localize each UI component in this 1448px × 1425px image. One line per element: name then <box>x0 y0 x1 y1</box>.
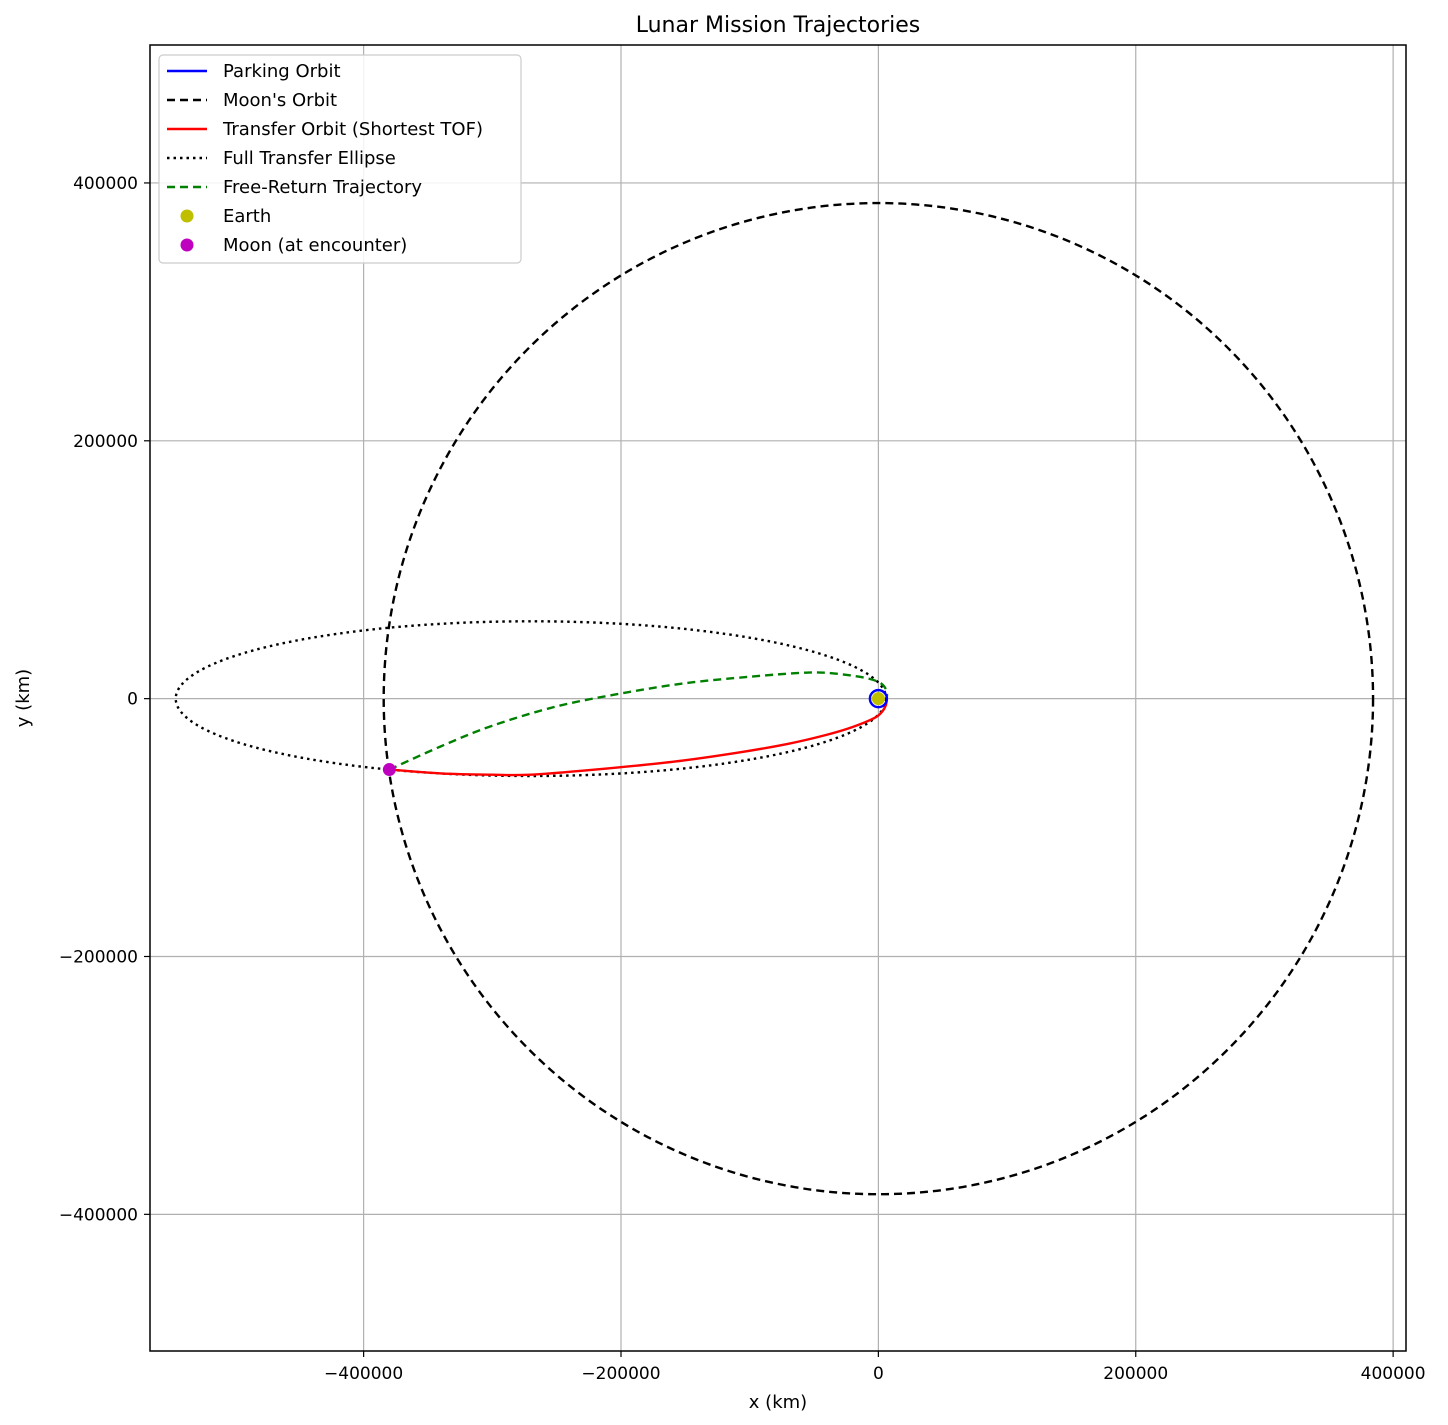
legend-label: Moon's Orbit <box>223 90 337 111</box>
legend-entry: Full Transfer Ellipse <box>167 148 396 169</box>
y-tick-label: 200000 <box>73 432 138 452</box>
legend-entry: Moon's Orbit <box>167 90 337 111</box>
x-tick-label: 400000 <box>1361 1364 1426 1384</box>
x-axis: −400000 −200000 0 200000 400000 <box>324 1351 1426 1384</box>
series-moon-s-orbit <box>382 201 1375 1196</box>
legend: Parking Orbit Moon's Orbit Transfer Orbit … <box>158 54 522 264</box>
y-tick-label: −200000 <box>59 947 138 967</box>
series-parking-orbit <box>868 688 889 709</box>
legend-label: Full Transfer Ellipse <box>223 148 396 169</box>
y-axis: −400000 −200000 0 200000 400000 <box>59 174 150 1225</box>
legend-label: Parking Orbit <box>223 61 341 82</box>
marker-moon-at-encounter <box>382 763 396 777</box>
plot-area <box>174 201 1375 1196</box>
legend-label: Free-Return Trajectory <box>223 177 422 198</box>
x-tick-label: 0 <box>873 1364 884 1384</box>
marker-earth <box>871 692 885 706</box>
legend-entry: Moon (at encounter) <box>180 235 407 256</box>
series-transfer-orbit-shortest-tof <box>389 698 889 777</box>
legend-label: Transfer Orbit (Shortest TOF) <box>222 119 483 140</box>
legend-entry: Parking Orbit <box>167 61 341 82</box>
y-axis-label: y (km) <box>13 669 34 727</box>
legend-entry: Free-Return Trajectory <box>167 177 422 198</box>
legend-label: Earth <box>223 206 271 227</box>
legend-entry: Transfer Orbit (Shortest TOF) <box>167 119 483 140</box>
chart-title: Lunar Mission Trajectories <box>636 13 921 38</box>
x-tick-label: −200000 <box>581 1364 660 1384</box>
legend-marker <box>180 209 194 223</box>
grid <box>150 45 1406 1351</box>
y-tick-label: −400000 <box>59 1205 138 1225</box>
legend-label: Moon (at encounter) <box>223 235 407 256</box>
x-tick-label: −400000 <box>324 1364 403 1384</box>
legend-marker <box>180 238 194 252</box>
legend-box <box>158 54 522 264</box>
x-tick-label: 200000 <box>1103 1364 1168 1384</box>
plot-frame <box>149 44 1407 1352</box>
y-tick-label: 400000 <box>73 174 138 194</box>
y-tick-label: 0 <box>127 690 138 710</box>
x-axis-label: x (km) <box>749 1392 807 1413</box>
series-free-return-trajectory <box>388 671 889 771</box>
legend-entry: Earth <box>180 206 271 227</box>
